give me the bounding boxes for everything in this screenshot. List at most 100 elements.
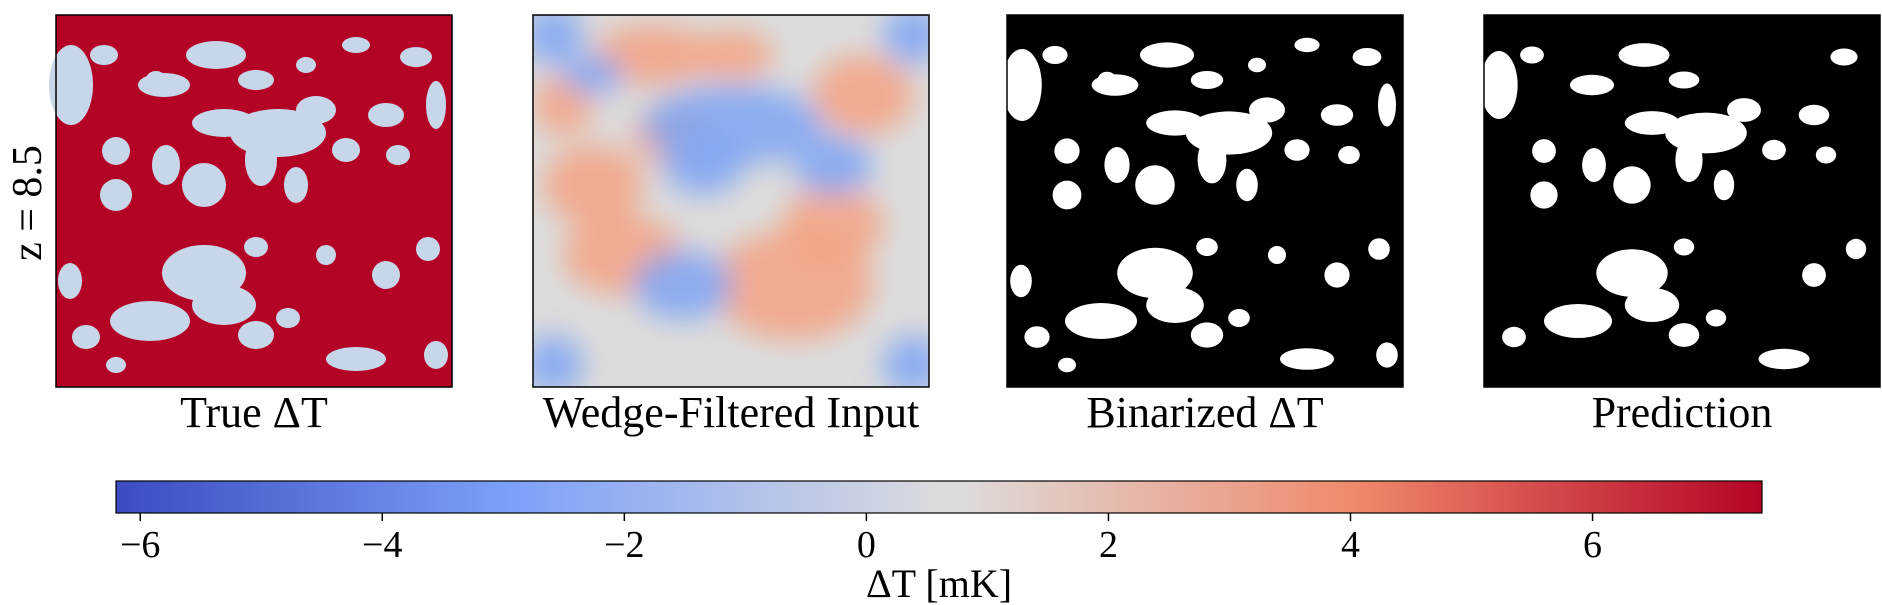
ionized-region	[1532, 139, 1556, 163]
ionized-region	[192, 109, 256, 137]
panel-prediction-frame	[1483, 14, 1881, 388]
ionized-region	[1320, 104, 1354, 126]
ionized-region	[1668, 323, 1700, 347]
row-label-group: z = 8.5	[5, 145, 51, 261]
ionized-region	[1146, 110, 1204, 136]
colorbar-tick-label: −6	[120, 524, 160, 566]
colorbar-tick-label: 0	[857, 524, 876, 566]
ionized-region	[1376, 342, 1398, 368]
colorbar-ticks: −6 −4 −2 0 2 4 6	[120, 513, 1602, 566]
ionized-region	[1140, 42, 1194, 68]
ionized-region	[284, 167, 308, 203]
ionized-region	[1190, 322, 1224, 348]
ionized-region	[186, 41, 246, 69]
ionized-region	[1338, 146, 1360, 164]
ionized-region	[1798, 104, 1830, 126]
row-label: z = 8.5	[5, 145, 51, 261]
panel-prediction-islands	[1480, 43, 1867, 370]
ionized-region	[1042, 46, 1068, 64]
ionized-region	[1582, 148, 1606, 182]
ionized-region	[182, 163, 226, 207]
ionized-region	[1236, 168, 1258, 202]
panel-title-prediction: Prediction	[1592, 388, 1773, 437]
cool-fluctuation	[533, 15, 583, 65]
cool-fluctuation	[633, 250, 733, 320]
ionized-region	[1197, 136, 1227, 184]
panel-title-wedge-filtered: Wedge-Filtered Input	[543, 388, 919, 437]
ionized-region	[1530, 181, 1558, 209]
warm-fluctuation	[543, 145, 643, 225]
ionized-region	[106, 357, 126, 373]
ionized-region	[1673, 238, 1695, 256]
panel-true-dt-frame	[55, 14, 453, 388]
ionized-region	[1054, 138, 1080, 164]
ionized-region	[1098, 71, 1116, 87]
ionized-region	[1618, 43, 1670, 67]
ionized-region	[1228, 309, 1250, 327]
panel-prediction: Prediction	[1480, 14, 1881, 437]
ionized-region	[1104, 147, 1130, 183]
ionized-region	[316, 245, 336, 265]
ionized-region	[416, 237, 440, 261]
ionized-region	[1596, 249, 1668, 297]
ionized-region	[245, 134, 277, 186]
colorbar-tick-label: 6	[1583, 524, 1602, 566]
ionized-region	[1480, 51, 1518, 119]
ionized-region	[1624, 288, 1680, 322]
ionized-region	[1010, 264, 1032, 298]
ionized-region	[296, 96, 336, 124]
ionized-region	[1052, 180, 1082, 210]
ionized-region	[49, 45, 93, 125]
ionized-region	[1190, 71, 1224, 89]
ionized-region	[244, 237, 268, 257]
ionized-region	[1249, 97, 1285, 123]
panel-true-dt: True ΔT	[49, 14, 453, 437]
ionized-region	[1284, 139, 1310, 161]
colorbar-tick-label: −2	[604, 524, 644, 566]
panel-title-binarized: Binarized ΔT	[1086, 388, 1323, 437]
ionized-region	[1146, 287, 1204, 323]
colorbar-label: ΔT [mK]	[866, 561, 1012, 605]
ionized-region	[1758, 348, 1810, 370]
cool-fluctuation	[533, 335, 583, 387]
ionized-region	[1117, 247, 1193, 299]
ionized-region	[1058, 357, 1076, 373]
cool-fluctuation	[883, 15, 929, 65]
panel-wedge-filtered-frame	[532, 14, 930, 388]
ionized-region	[1065, 303, 1137, 339]
cool-fluctuation	[663, 135, 743, 195]
ionized-region	[1675, 137, 1703, 183]
colorbar-tick-label: −4	[362, 524, 402, 566]
ionized-region	[238, 321, 274, 349]
ionized-region	[110, 301, 190, 341]
cool-fluctuation	[793, 135, 873, 195]
ionized-region	[1624, 111, 1680, 135]
ionized-region	[1002, 49, 1042, 121]
ionized-region	[102, 137, 130, 165]
ionized-region	[296, 57, 316, 73]
ionized-region	[1613, 166, 1651, 204]
cool-fluctuation	[883, 335, 929, 387]
ionized-region	[276, 308, 300, 328]
ionized-region	[1352, 48, 1382, 66]
ionized-region	[1294, 37, 1320, 53]
panel-true-dt-islands	[49, 37, 448, 373]
ionized-region	[152, 145, 180, 185]
panel-title-true-dt: True ΔT	[180, 388, 328, 437]
colorbar-gradient	[115, 480, 1763, 514]
panel-wedge-filtered: Wedge-Filtered Input	[532, 14, 930, 437]
ionized-region	[1024, 326, 1050, 348]
ionized-region	[1520, 46, 1544, 64]
ionized-region	[238, 70, 274, 90]
panel-wedge-filtered-field	[533, 15, 929, 387]
ionized-region	[1845, 238, 1867, 260]
panel-binarized-islands	[1002, 37, 1398, 373]
ionized-region	[1802, 263, 1826, 287]
ionized-region	[192, 285, 256, 325]
ionized-region	[424, 341, 448, 369]
ionized-region	[1762, 139, 1786, 161]
ionized-region	[1248, 57, 1266, 73]
ionized-region	[342, 37, 370, 53]
ionized-region	[1378, 83, 1396, 127]
ionized-region	[1368, 238, 1390, 260]
